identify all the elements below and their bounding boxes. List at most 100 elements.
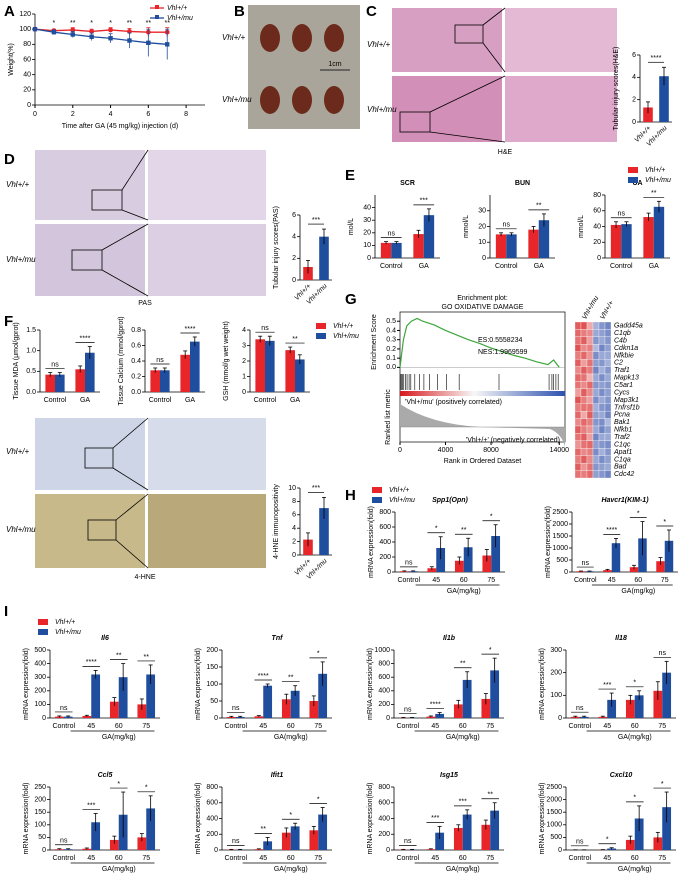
y-axis-label: 4-HNE immunopositivity bbox=[273, 484, 280, 559]
row-label: Vhl+/+ bbox=[222, 33, 245, 42]
heat-cell bbox=[580, 396, 588, 404]
x-tick-label: 60 bbox=[460, 577, 468, 584]
heat-cell bbox=[592, 462, 600, 471]
row-label: C1qa bbox=[614, 456, 631, 463]
bar bbox=[137, 837, 147, 850]
annotation: NES:1.9969599 bbox=[478, 349, 528, 356]
heat-cell bbox=[580, 455, 588, 464]
y-tick-label: 2 bbox=[292, 255, 296, 262]
heat-cell bbox=[586, 433, 594, 442]
y-tick-label: 1.0 bbox=[26, 348, 36, 355]
zoom-box bbox=[399, 7, 506, 143]
y-tick-label: 40 bbox=[593, 223, 601, 230]
heat-cell bbox=[586, 396, 594, 404]
bar bbox=[118, 677, 128, 718]
point bbox=[51, 30, 57, 35]
histology-image bbox=[392, 76, 502, 142]
heat-cell bbox=[598, 396, 606, 404]
row-label: C2 bbox=[614, 360, 623, 367]
y-axis-label: mol/L bbox=[348, 218, 355, 235]
y-tick-label: 100 bbox=[34, 822, 46, 829]
x-tick-label: 0 bbox=[398, 447, 402, 454]
row-label: Bad bbox=[614, 464, 628, 471]
x-tick-label: Control bbox=[396, 855, 419, 862]
heat-cell bbox=[580, 433, 588, 442]
y-axis-label: mmol/L bbox=[463, 215, 470, 238]
significance: ** bbox=[460, 661, 466, 668]
x-tick-label: 60 bbox=[459, 855, 467, 862]
point bbox=[127, 38, 132, 43]
significance: ns bbox=[156, 357, 164, 364]
bar bbox=[391, 242, 402, 258]
heat-cell bbox=[574, 455, 582, 464]
bar bbox=[495, 234, 507, 258]
heat-cell bbox=[604, 336, 612, 345]
heat-cell bbox=[598, 358, 606, 367]
heat-cell bbox=[592, 358, 600, 367]
significance: ns bbox=[576, 705, 584, 712]
bar bbox=[137, 704, 147, 718]
row-label: Tnfrsf1b bbox=[614, 404, 640, 411]
series-line bbox=[34, 28, 168, 45]
y-axis-label: GSH (mmol/g wet weight) bbox=[223, 321, 230, 401]
heat-cell bbox=[580, 358, 588, 367]
x-tick-label: GA bbox=[649, 263, 659, 270]
bar bbox=[538, 220, 550, 258]
x-tick-label: GA bbox=[419, 263, 429, 270]
legend-label: Vhl+/+ bbox=[389, 487, 409, 494]
significance: ns bbox=[60, 838, 68, 845]
bar bbox=[146, 674, 156, 718]
legend-label: Vhl+/mu bbox=[333, 333, 359, 340]
y-tick-label: 500 bbox=[550, 834, 562, 841]
bar bbox=[643, 217, 654, 258]
y-tick-label: 0 bbox=[214, 847, 218, 854]
row-label: Bak1 bbox=[614, 419, 630, 426]
legend-swatch bbox=[628, 167, 638, 173]
y-tick-label: 0.3 bbox=[386, 337, 396, 344]
x-tick-label: 45 bbox=[603, 855, 611, 862]
bar bbox=[82, 715, 92, 718]
x-tick-label: Control bbox=[44, 397, 67, 404]
legend-label: Vhl+/+ bbox=[167, 5, 187, 12]
bar bbox=[290, 826, 300, 850]
heat-cell bbox=[598, 440, 606, 449]
heat-cell bbox=[580, 381, 588, 390]
heat-cell bbox=[574, 321, 582, 330]
significance: ns bbox=[388, 230, 396, 237]
legend-swatch bbox=[316, 333, 326, 339]
significance: * bbox=[490, 514, 493, 521]
heat-cell bbox=[580, 373, 588, 382]
histology-image bbox=[148, 150, 266, 220]
row-label: Map3k1 bbox=[614, 397, 639, 404]
panel-letter: C bbox=[366, 3, 377, 20]
y-tick-label: 4 bbox=[292, 234, 296, 241]
point bbox=[89, 34, 94, 39]
y-axis-label: mRNA expression(fold) bbox=[539, 783, 546, 855]
x-tick-label: 45 bbox=[87, 723, 95, 730]
x-tick-label: 45 bbox=[603, 723, 611, 730]
histology-image bbox=[148, 418, 266, 490]
bar bbox=[576, 571, 586, 572]
row-label: Vhl+/mu bbox=[6, 255, 36, 264]
row-label: Vhl+/+ bbox=[6, 180, 29, 189]
column-label: Vhl+/+ bbox=[599, 300, 615, 321]
histology-image bbox=[505, 8, 617, 72]
significance: ns bbox=[232, 838, 240, 845]
annotation: ES:0.5558234 bbox=[478, 337, 522, 344]
row-label: Mapk13 bbox=[614, 375, 639, 382]
y-tick-label: 3 bbox=[242, 342, 246, 349]
heat-cell bbox=[598, 448, 606, 456]
y-tick-label: 800 bbox=[378, 784, 390, 791]
heat-cell bbox=[580, 344, 588, 352]
chart-title: SCR bbox=[400, 180, 415, 187]
heat-cell bbox=[592, 410, 600, 419]
y-axis-label: Tissue MDA (μmol/gprot) bbox=[13, 322, 20, 399]
x-axis-label: GA(mg/kg) bbox=[102, 866, 136, 873]
y-tick-label: 20 bbox=[363, 230, 371, 237]
y-tick-label: 600 bbox=[378, 800, 390, 807]
heat-cell bbox=[574, 373, 582, 382]
x-tick-label: 45 bbox=[608, 577, 616, 584]
y-tick-label: 30 bbox=[363, 217, 371, 224]
bar bbox=[290, 690, 300, 718]
y-tick-label: 0 bbox=[214, 715, 218, 722]
